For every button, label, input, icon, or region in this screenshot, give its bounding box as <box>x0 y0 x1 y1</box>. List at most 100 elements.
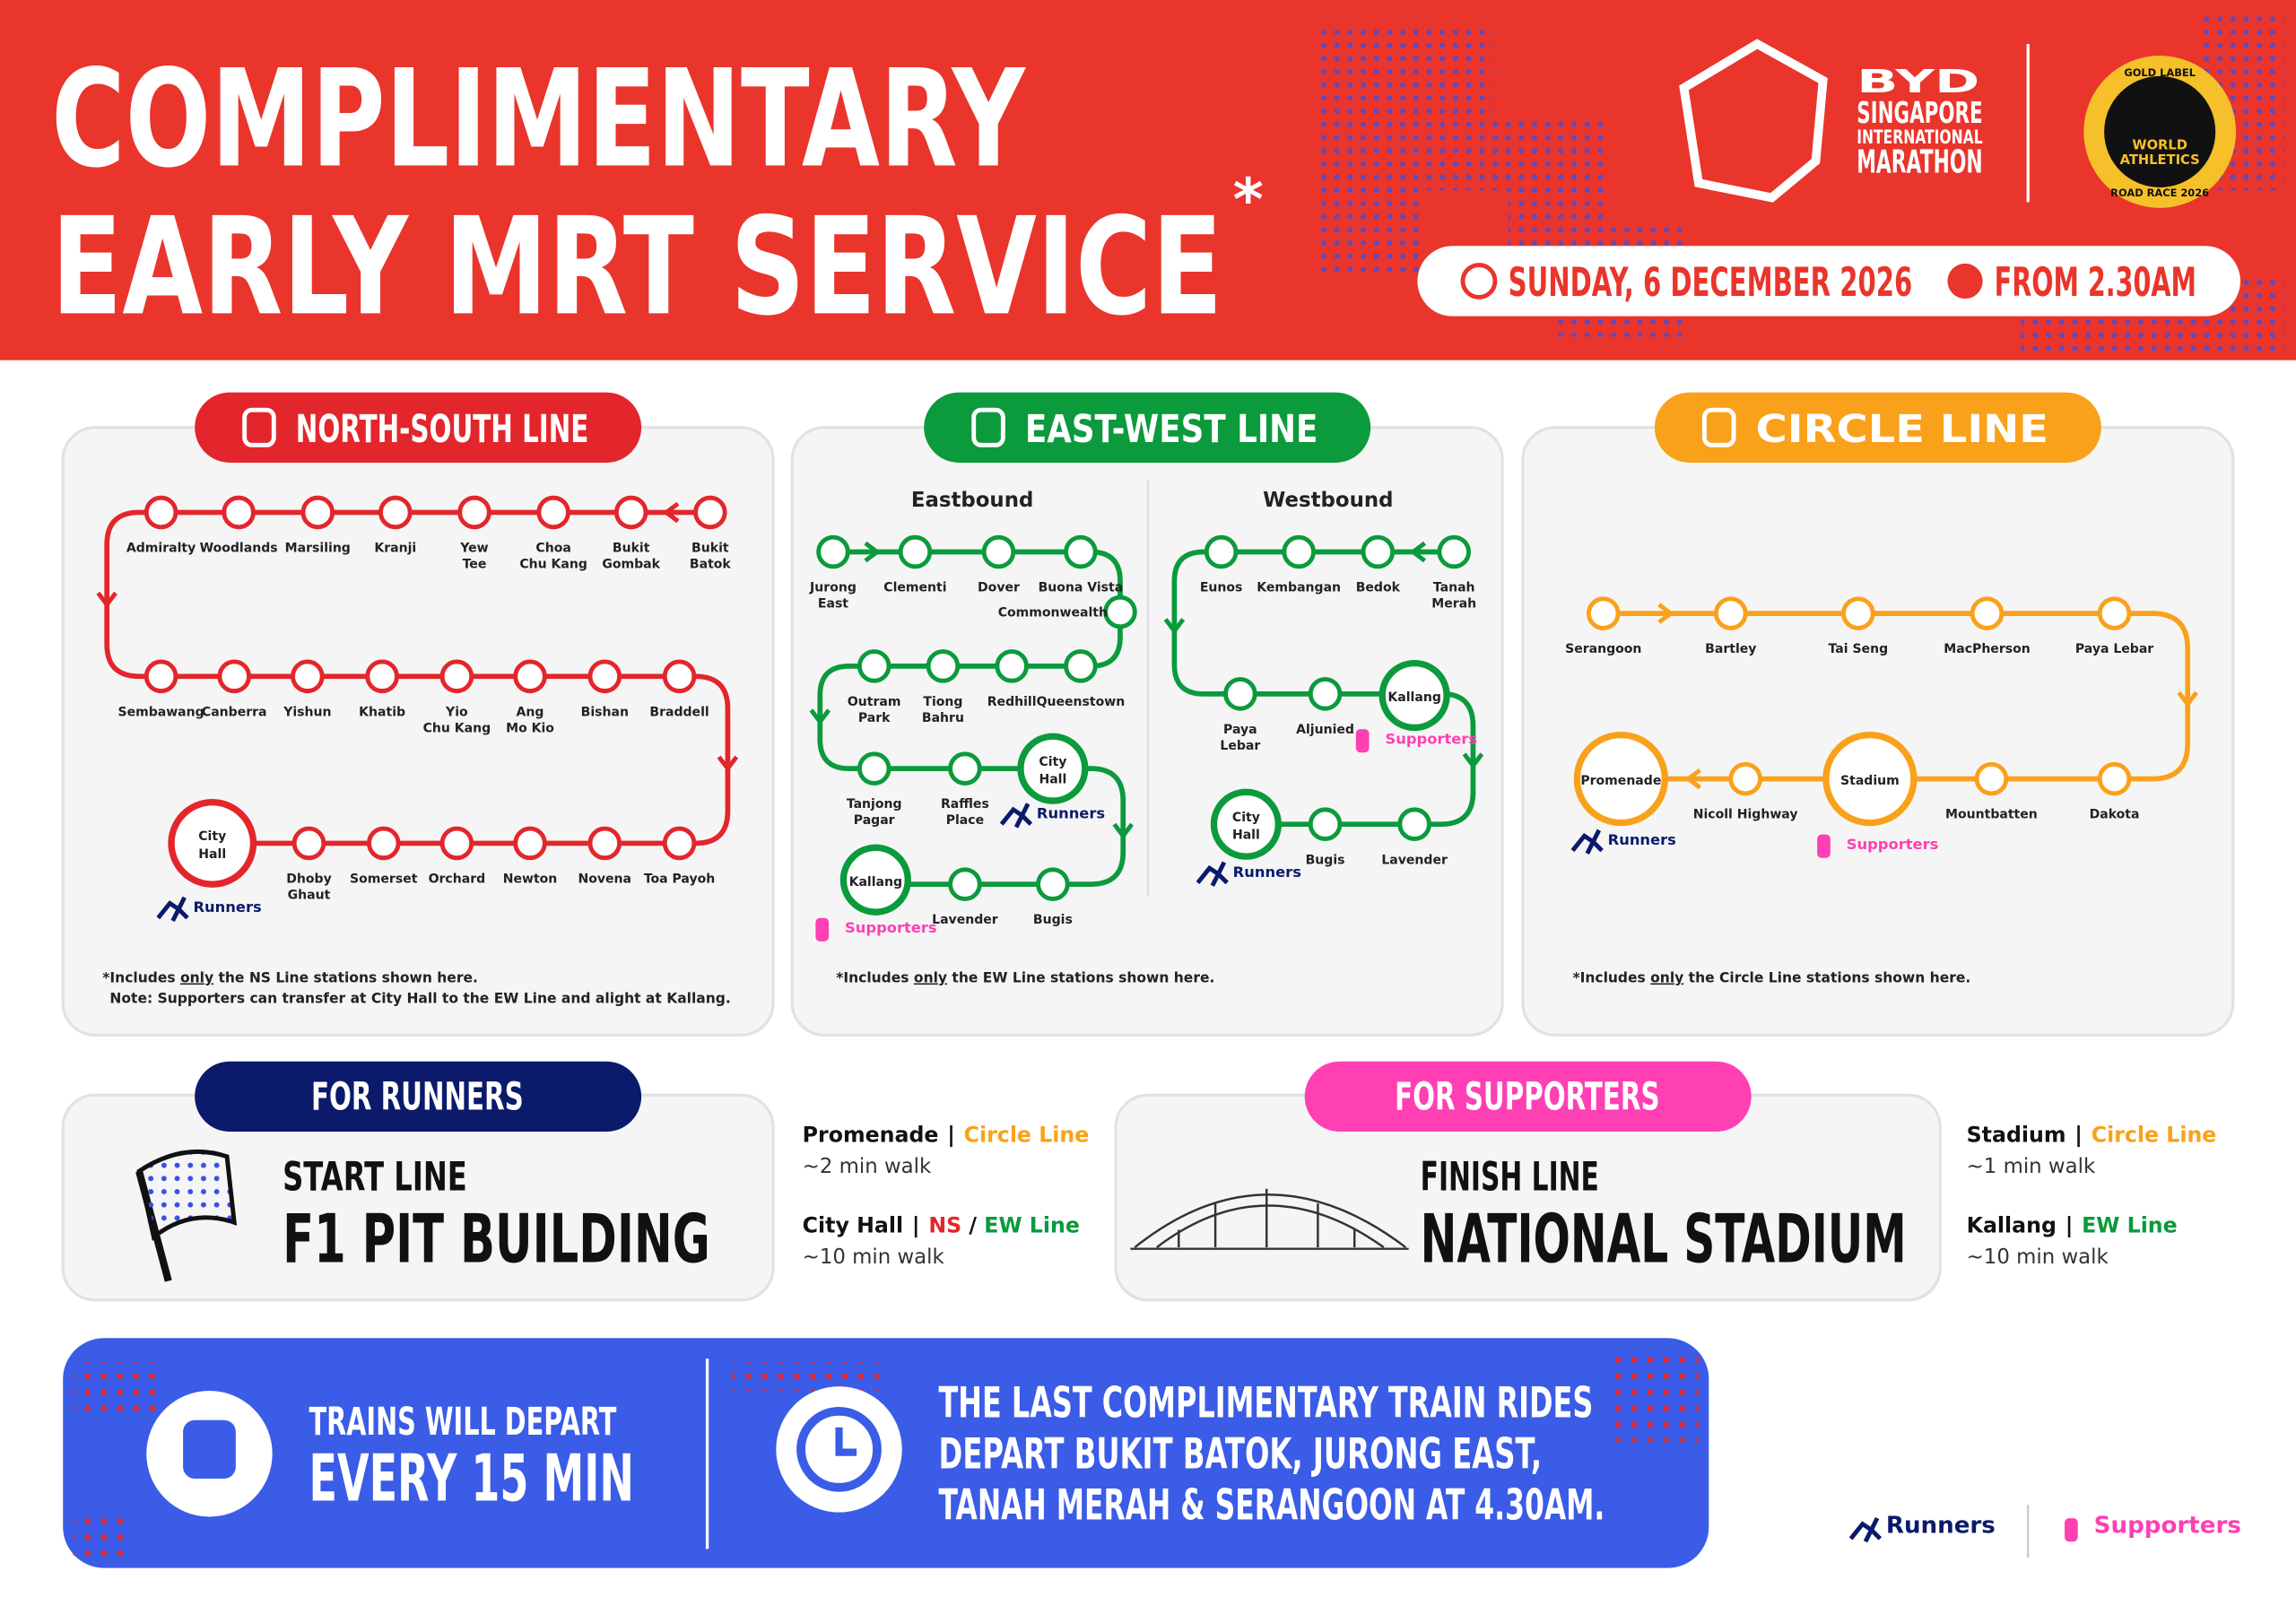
station-name: Paya Lebar <box>1220 723 1260 753</box>
station <box>1308 807 1343 841</box>
banner-text: THE LAST COMPLIMENTARY TRAIN RIDES <box>939 1378 1594 1428</box>
station <box>1210 788 1282 860</box>
station-line: Dhoby <box>286 872 331 887</box>
station-line: Nicoll Highway <box>1693 808 1798 822</box>
station-line: Bishan <box>581 705 629 719</box>
station-line: Buona Vista <box>1039 581 1124 595</box>
station <box>1573 731 1669 827</box>
station-line: Hall <box>198 847 226 862</box>
station <box>1036 867 1070 901</box>
calendar-icon <box>1460 263 1498 299</box>
tab <box>195 1061 642 1133</box>
arrow <box>717 755 739 773</box>
station-line: Paya Lebar <box>2075 642 2153 656</box>
station <box>1361 534 1396 569</box>
station <box>1841 596 1875 630</box>
station-line: Chu Kang <box>519 557 587 571</box>
tab-label: FOR RUNNERS <box>311 1076 524 1120</box>
station-name: Dover <box>978 581 1020 595</box>
station-line: Hall <box>1232 829 1260 843</box>
badge-inner <box>2104 75 2216 188</box>
station-name: Kallang <box>849 875 902 890</box>
route-sep: | <box>2074 1122 2083 1147</box>
station-line: Chu Kang <box>423 721 491 735</box>
station-line: Mo Kio <box>506 721 554 735</box>
station <box>995 649 1029 683</box>
station-name: Bukit Gombak <box>602 542 660 572</box>
station <box>857 649 891 683</box>
arrow <box>96 591 117 609</box>
station <box>1378 659 1450 732</box>
station-name: Choa Chu Kang <box>519 542 587 572</box>
route-line: Circle Line <box>964 1122 1090 1147</box>
station-name: Braddell <box>649 705 709 719</box>
banner-text: TANAH MERAH & SERANGOON AT 4.30AM. <box>939 1481 1605 1531</box>
station-line: MacPherson <box>1944 642 2030 656</box>
station <box>1017 733 1089 804</box>
lion-logo <box>1679 39 1828 203</box>
station <box>926 649 961 683</box>
station-name: Outram Park <box>848 695 901 725</box>
arrow <box>1163 618 1186 635</box>
runner-icon <box>999 803 1033 829</box>
date-pill <box>1417 246 2240 317</box>
station-line: Novena <box>578 872 632 887</box>
station-line: Bukit <box>691 542 729 556</box>
station-line: East <box>818 597 848 612</box>
station <box>300 495 335 530</box>
station-line: Place <box>946 813 984 828</box>
station-name: Bartley <box>1705 642 1756 656</box>
footnote-part: *Includes <box>1572 970 1650 986</box>
station-name: Promenade <box>1580 774 1661 788</box>
train-icon <box>1701 407 1736 447</box>
station <box>168 799 257 888</box>
station <box>948 867 982 901</box>
station-line: Lavender <box>1381 853 1448 867</box>
logo-text: MARATHON <box>1857 144 1982 181</box>
station-line: Yishun <box>283 705 331 719</box>
clock-icon <box>796 1407 882 1492</box>
station <box>439 826 474 861</box>
panel <box>1521 426 2235 1037</box>
station-line: Newton <box>503 872 558 887</box>
station <box>457 495 491 530</box>
route-line: / <box>961 1213 984 1238</box>
time: FROM 2.30AM <box>1995 260 2196 306</box>
station-name: Bishan <box>581 705 629 719</box>
station-line: Admiralty <box>126 542 196 556</box>
station-line: Tai Seng <box>1829 642 1889 656</box>
station <box>365 659 399 694</box>
station <box>816 534 850 569</box>
station <box>662 826 697 861</box>
route-line: EW Line <box>2082 1213 2178 1238</box>
station-line: Kallang <box>1387 690 1440 705</box>
station-name: Newton <box>503 872 558 887</box>
tab-label: FOR SUPPORTERS <box>1395 1076 1660 1120</box>
station-line: Yew <box>459 542 488 556</box>
station <box>1204 534 1239 569</box>
station-line: Kranji <box>374 542 416 556</box>
station <box>613 495 648 530</box>
route-line: Circle Line <box>2092 1122 2217 1147</box>
station-name: Yishun <box>283 705 331 719</box>
footnote: *Includes only the Circle Line stations … <box>1572 970 1970 986</box>
station-line: Hall <box>1039 772 1066 786</box>
station-line: Sembawang <box>117 705 204 719</box>
station-line: Dover <box>978 581 1020 595</box>
station-line: Pagar <box>854 813 895 828</box>
station-line: Marsiling <box>285 542 351 556</box>
station-name: Queenstown <box>1037 695 1126 709</box>
station-name: Dhoby Ghaut <box>286 872 331 903</box>
badge-text: ROAD RACE 2026 <box>2110 187 2209 199</box>
station-name: Stadium <box>1840 774 1900 788</box>
route: Kallang | EW Line <box>1967 1213 2178 1238</box>
tag: Runners <box>194 898 262 916</box>
line-track <box>1603 611 2191 782</box>
station <box>1970 596 2005 630</box>
station-name: Clementi <box>883 581 946 595</box>
station-name: City Hall <box>1039 755 1066 787</box>
train-icon <box>971 407 1005 447</box>
station-name: Buona Vista <box>1039 581 1124 595</box>
runner-icon <box>1570 829 1604 855</box>
banner-text: TRAINS WILL DEPART <box>309 1401 616 1445</box>
